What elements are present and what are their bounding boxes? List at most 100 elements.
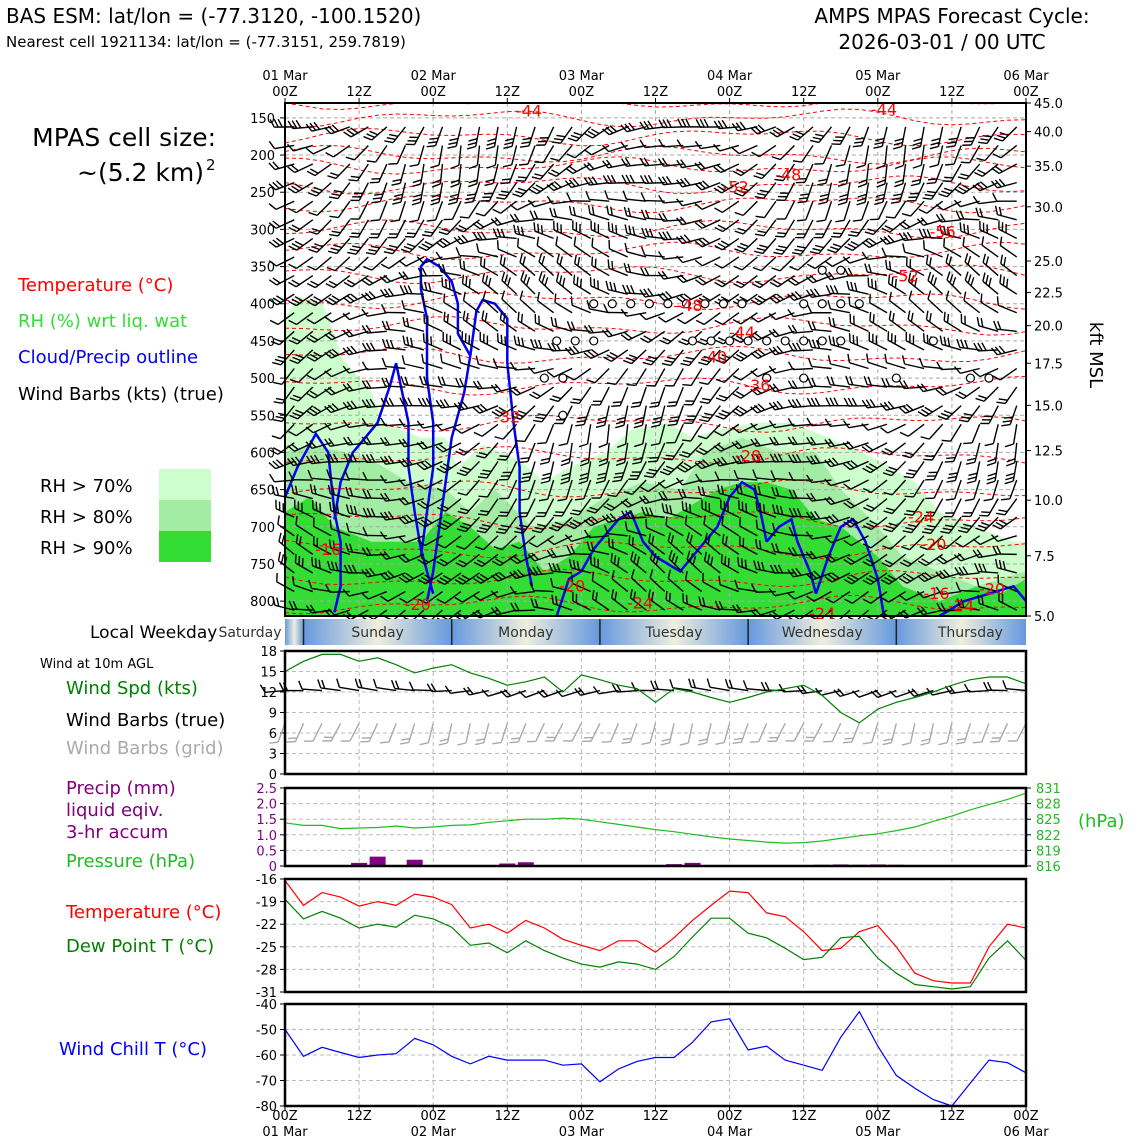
weekday-label: Tuesday (645, 625, 703, 641)
wind-barb (715, 386, 740, 402)
wind-barb (436, 479, 462, 493)
wind-barb (437, 498, 462, 512)
bottom-hour-label: 00Z (272, 1109, 298, 1124)
precip-label-3: 3-hr accum (66, 822, 168, 843)
wind-barb (512, 182, 536, 198)
wind-barb (856, 145, 870, 169)
y-tick-label: -25 (256, 941, 277, 956)
wind-barb (848, 296, 869, 314)
wind-barb (587, 205, 610, 221)
wind-barb-grid (563, 723, 583, 742)
wind-barb (379, 511, 406, 521)
wind-barb (519, 290, 536, 314)
precip-label-2: liquid eqiv. (66, 800, 163, 821)
bottom-date-label: 03 Mar (559, 1125, 605, 1140)
wind-barb (703, 551, 721, 574)
pressure-line (284, 792, 1027, 844)
wind-barb (667, 532, 684, 555)
wind-barb (640, 479, 666, 493)
wind-barb (527, 366, 554, 375)
wind-barb (368, 219, 388, 239)
wind-barb (731, 144, 758, 155)
wind-barb (551, 126, 573, 144)
wind-barb (824, 535, 851, 544)
wind-barb (365, 237, 388, 256)
wind-barb (350, 182, 369, 202)
wind-barb (517, 311, 536, 332)
wind-barb (1000, 254, 1018, 277)
calm-circle (570, 336, 580, 346)
wind-barb (807, 321, 832, 333)
wind-barb (912, 145, 925, 169)
wind-barb (480, 182, 499, 202)
wind-barb (888, 291, 907, 314)
wind-barb (312, 536, 332, 555)
wind-barb (496, 182, 518, 200)
wind-barb (371, 182, 388, 204)
wind-barb (715, 405, 740, 420)
wind-barb (965, 442, 981, 465)
wind-barb (557, 479, 573, 502)
wind-barb (518, 442, 536, 464)
wind-barb (975, 386, 999, 402)
wind-barb (750, 312, 777, 323)
dewpoint-line (284, 898, 1027, 990)
y-tick-label: 150 (250, 112, 275, 127)
wind-barb (472, 380, 499, 390)
precip-bar (517, 862, 534, 866)
wind-barb (307, 469, 332, 481)
y-tick-label: 0.5 (256, 844, 277, 859)
wind-barb (628, 535, 647, 555)
wind-barb (980, 405, 999, 425)
wind-barb (806, 590, 832, 602)
y-tick-label: 2.0 (256, 798, 277, 813)
wind-barb (1001, 405, 1018, 427)
wind-barb-true (500, 689, 527, 698)
wind-barb (461, 274, 480, 295)
wind-barb (769, 436, 795, 446)
y-tick-label: -60 (256, 1049, 277, 1064)
wind-barb (570, 296, 591, 314)
wind-barb (868, 331, 888, 351)
wind-barb (404, 219, 425, 238)
wind-barb (935, 586, 962, 596)
wind-barb (639, 174, 665, 185)
wind-barb (497, 498, 518, 517)
wind-barb (584, 126, 610, 139)
wind-barb (713, 163, 740, 174)
weekday-label: Monday (498, 625, 553, 641)
wind-barb (509, 361, 536, 371)
wind-barb (361, 308, 388, 317)
wind-barb (307, 256, 332, 271)
wind-barb (824, 256, 851, 267)
wind-barb-grid (419, 723, 434, 746)
wind-barb (666, 423, 684, 444)
wind-barb (935, 569, 962, 580)
wind-barb (861, 251, 888, 261)
calm-circle (984, 373, 994, 383)
wind-barb (380, 417, 406, 427)
wind-barb (972, 535, 999, 546)
wind-barb (466, 126, 481, 150)
isotherm-label: -48 (676, 296, 702, 315)
wind-barb (519, 253, 536, 277)
wind-barb (806, 397, 832, 407)
wind-barb (845, 375, 869, 388)
wind-barb (899, 572, 925, 584)
wind-barb (881, 377, 906, 388)
wind-barb (953, 199, 980, 208)
wind-barb (518, 145, 536, 166)
wind-barb (288, 274, 314, 288)
wind-barb (945, 145, 962, 166)
wind-barb (287, 163, 314, 174)
wind-barb (566, 367, 592, 381)
wind-barb (986, 442, 999, 467)
wind-barb (345, 486, 369, 500)
wind-barb (305, 121, 332, 132)
bottom-hour-label: 00Z (717, 1109, 743, 1124)
wind-barb (789, 126, 814, 141)
y-tick-label: 1.0 (256, 829, 277, 844)
wind-barb (380, 256, 406, 270)
wind-barb-true (870, 689, 897, 699)
wind-barb (348, 163, 369, 182)
